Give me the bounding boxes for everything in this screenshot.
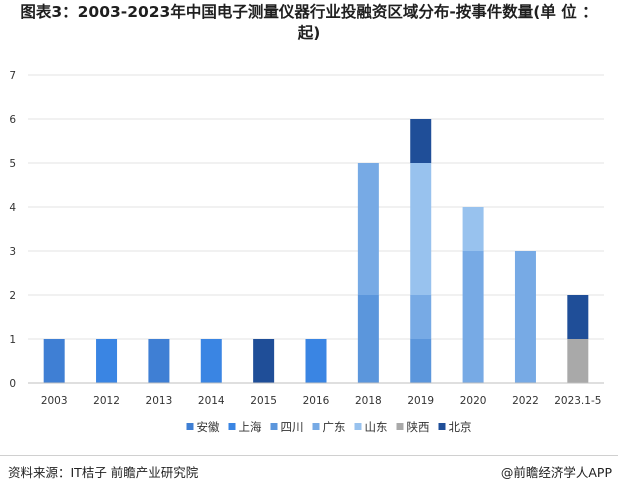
y-tick-label: 2	[9, 290, 16, 302]
bar-segment-北京	[410, 119, 432, 163]
legend-label: 陕西	[407, 420, 430, 434]
bar-segment-广东	[462, 251, 484, 383]
x-tick-label: 2012	[93, 395, 120, 407]
y-tick-label: 7	[9, 70, 16, 82]
brand-text: @前瞻经济学人APP	[500, 465, 612, 480]
bar-segment-北京	[253, 339, 275, 383]
bar-segment-安徽	[43, 339, 65, 383]
brand-credit: @前瞻经济学人APP	[501, 462, 612, 481]
y-tick-label: 0	[9, 378, 16, 390]
bar-segment-山东	[410, 163, 432, 295]
source-note: 资料来源：IT桔子 前瞻产业研究院	[8, 465, 199, 480]
x-tick-label: 2022	[512, 395, 539, 407]
y-tick-label: 3	[9, 246, 16, 258]
y-tick-label: 4	[9, 202, 16, 214]
chart-title: 图表3：2003-2023年中国电子测量仪器行业投融资区域分布-按事件数量(单 …	[20, 3, 598, 42]
footer-divider	[0, 455, 618, 456]
x-tick-label: 2014	[198, 395, 225, 407]
legend-label: 广东	[323, 420, 346, 434]
x-tick-label: 2023.1-5	[554, 395, 601, 407]
legend-swatch-广东	[312, 423, 320, 430]
legend-label: 上海	[239, 420, 262, 434]
bar-segment-上海	[305, 339, 327, 383]
legend: 安徽 上海 四川 广东 山东 陕西 北京	[186, 420, 472, 434]
x-tick-label: 2020	[460, 395, 487, 407]
axes: 0 1 2 3 4 5 6 7 2003 2012 2013 2014 2015 2016 2018 2019…	[9, 70, 604, 407]
legend-swatch-陕西	[396, 423, 404, 430]
bar-segment-四川	[410, 339, 432, 383]
y-tick-label: 1	[9, 334, 16, 346]
stacked-bar-chart: 0 1 2 3 4 5 6 7 2003 2012 2013 2014 2015 2016 2018 2019…	[9, 70, 604, 434]
x-tick-label: 2015	[250, 395, 277, 407]
legend-swatch-四川	[270, 423, 278, 430]
x-tick-label: 2013	[146, 395, 173, 407]
bar-segment-广东	[357, 163, 379, 295]
legend-swatch-北京	[438, 423, 446, 430]
bar-segment-安徽	[148, 339, 170, 383]
legend-swatch-山东	[354, 423, 362, 430]
bar-segment-四川	[357, 295, 379, 383]
legend-label: 山东	[365, 420, 388, 434]
legend-swatch-安徽	[186, 423, 194, 430]
y-tick-label: 5	[9, 158, 16, 170]
x-tick-label: 2016	[303, 395, 330, 407]
bar-segment-广东	[410, 295, 432, 339]
y-tick-label: 6	[9, 114, 16, 126]
bar-segment-陕西	[567, 339, 589, 383]
legend-label: 四川	[281, 420, 304, 434]
x-tick-label: 2018	[355, 395, 382, 407]
gridlines	[28, 74, 604, 340]
bar-segment-上海	[96, 339, 118, 383]
legend-swatch-上海	[228, 423, 236, 430]
bar-segment-广东	[514, 251, 536, 383]
bar-segment-上海	[200, 339, 222, 383]
x-tick-label: 2019	[407, 395, 434, 407]
legend-label: 安徽	[197, 420, 220, 434]
bars	[43, 119, 589, 383]
bar-segment-山东	[462, 207, 484, 251]
bar-segment-北京	[567, 295, 589, 339]
legend-label: 北京	[449, 420, 472, 434]
x-tick-label: 2003	[41, 395, 68, 407]
